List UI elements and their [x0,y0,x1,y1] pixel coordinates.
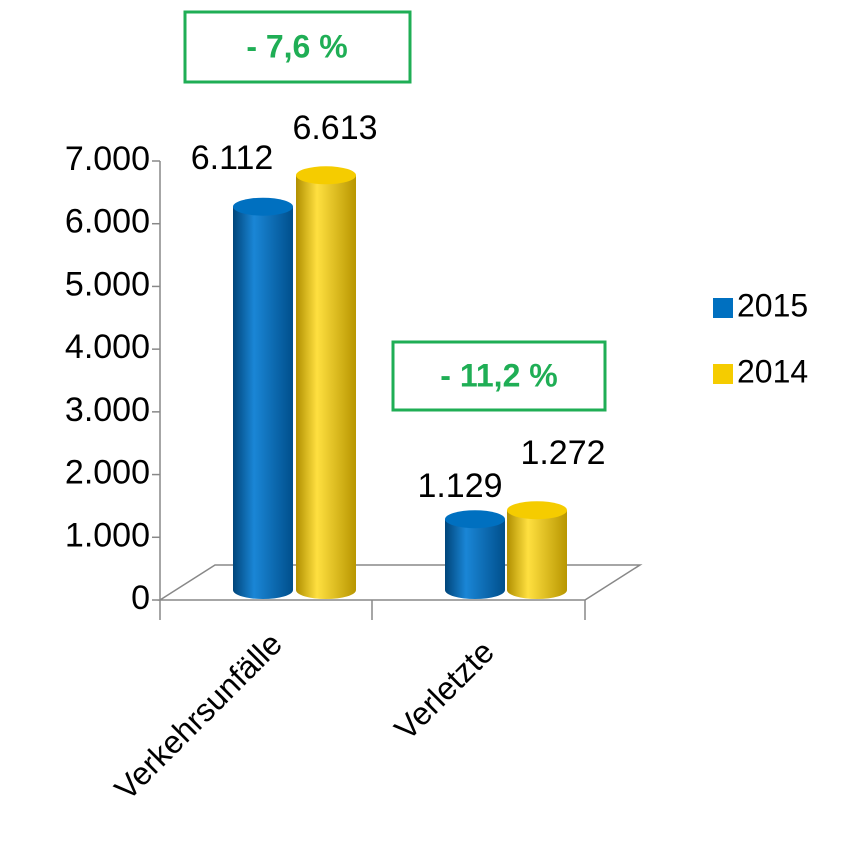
y-tick-label: 5.000 [65,265,150,303]
data-label: 6.112 [191,139,274,177]
annotation-box [183,10,412,84]
bar-top [233,197,293,216]
y-tick-label: 4.000 [65,328,150,366]
y-tick-label: 7.000 [65,140,150,178]
bar-top [445,510,505,529]
bar [296,175,356,599]
annotation-box [391,340,607,412]
data-label: 6.613 [292,109,377,147]
y-tick-label: 6.000 [65,203,150,241]
bar [445,519,505,599]
bar [233,206,293,599]
floor [157,564,643,601]
data-label: 1.129 [417,467,502,505]
x-tick-label: Verkehrsunfälle [107,625,288,806]
data-label: 1.272 [520,434,605,472]
annotation: - 11,2 % [440,357,557,393]
bar-top [296,166,356,185]
y-tick-label: 1.000 [65,516,150,554]
y-tick-label: 3.000 [65,391,150,429]
legend-label: 2014 [737,353,808,389]
y-tick-label: 0 [131,579,150,617]
legend-label: 2015 [737,287,808,323]
bar [507,510,567,599]
bar-top [507,501,567,520]
y-tick-label: 2.000 [65,454,150,492]
legend-swatch [713,364,733,384]
legend-swatch [713,298,733,318]
annotation: - 7,6 % [246,28,347,64]
x-tick-label: Verletzte [387,633,501,747]
